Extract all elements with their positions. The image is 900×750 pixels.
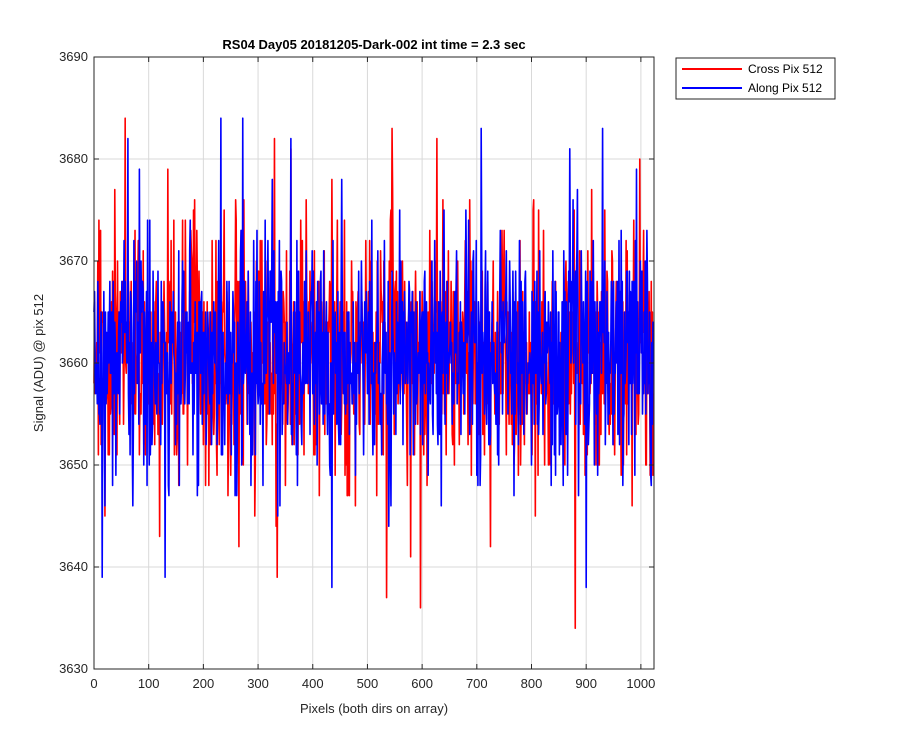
- x-tick-label: 800: [521, 676, 543, 691]
- x-tick-label: 900: [575, 676, 597, 691]
- x-tick-label: 100: [138, 676, 160, 691]
- legend-label-along: Along Pix 512: [748, 81, 822, 95]
- legend-box: [675, 57, 836, 100]
- y-tick-label: 3660: [59, 355, 88, 370]
- chart-title: RS04 Day05 20181205-Dark-002 int time = …: [222, 37, 525, 52]
- y-tick-label: 3640: [59, 559, 88, 574]
- series-line-along-pix-512: [93, 117, 655, 589]
- y-axis-ticks: 3630 3640 3650 3660 3670 3680 3690: [59, 49, 654, 676]
- legend-label-cross: Cross Pix 512: [748, 62, 823, 76]
- x-tick-label: 300: [247, 676, 269, 691]
- y-tick-label: 3690: [59, 49, 88, 64]
- x-tick-label: 200: [193, 676, 215, 691]
- x-tick-label: 1000: [626, 676, 655, 691]
- x-tick-label: 0: [90, 676, 97, 691]
- y-tick-label: 3630: [59, 661, 88, 676]
- series-layer: [93, 117, 655, 629]
- y-tick-label: 3650: [59, 457, 88, 472]
- x-tick-label: 700: [466, 676, 488, 691]
- legend: Cross Pix 512 Along Pix 512: [675, 57, 836, 100]
- y-tick-label: 3670: [59, 253, 88, 268]
- x-axis-ticks: 0 100 200 300 400 500 600 700 800 900 1000: [90, 57, 655, 691]
- x-axis-label: Pixels (both dirs on array): [300, 701, 448, 716]
- y-tick-label: 3680: [59, 151, 88, 166]
- x-tick-label: 600: [411, 676, 433, 691]
- y-axis-label: Signal (ADU) @ pix 512: [31, 294, 46, 432]
- x-tick-label: 400: [302, 676, 324, 691]
- x-tick-label: 500: [357, 676, 379, 691]
